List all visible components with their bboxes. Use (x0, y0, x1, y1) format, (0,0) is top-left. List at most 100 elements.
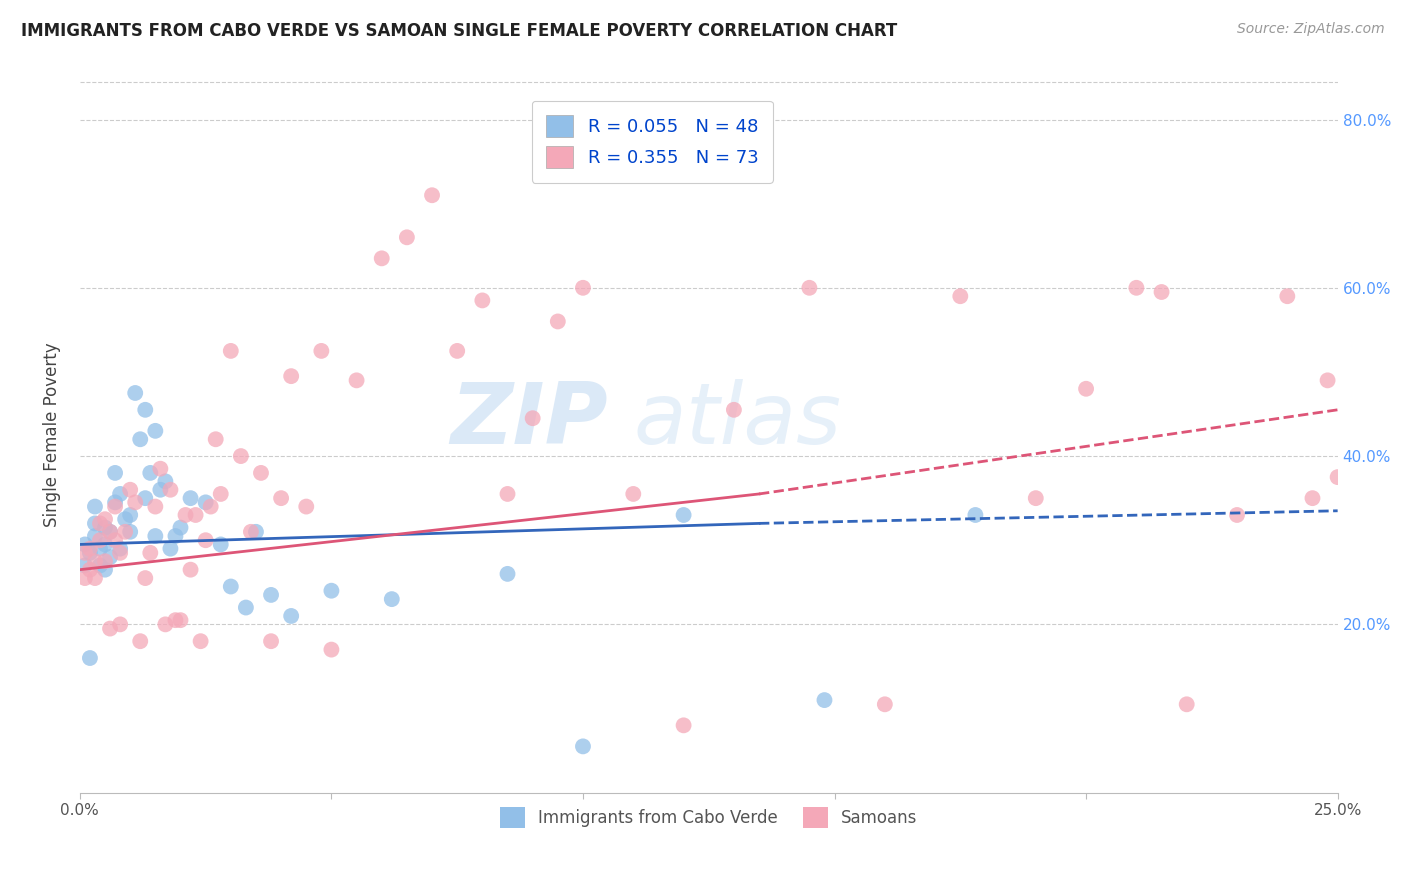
Point (84, 571, 107, 585)
Text: IMMIGRANTS FROM CABO VERDE VS SAMOAN SINGLE FEMALE POVERTY CORRELATION CHART: IMMIGRANTS FROM CABO VERDE VS SAMOAN SIN… (21, 22, 897, 40)
Point (321, 583, 343, 598)
Point (174, 508, 197, 522)
Point (200, 500, 222, 514)
Point (129, 634, 152, 648)
Point (98, 524, 121, 539)
Point (134, 491, 156, 505)
Point (129, 432, 152, 446)
Point (260, 634, 283, 648)
Point (159, 541, 181, 556)
Point (155, 617, 177, 632)
Text: ZIP: ZIP (450, 379, 609, 462)
Point (813, 693, 835, 707)
Point (169, 520, 191, 534)
Point (94, 537, 117, 551)
Point (219, 343, 242, 358)
Point (114, 524, 136, 539)
Point (94, 512, 117, 526)
Point (108, 541, 131, 556)
Point (1025, 491, 1047, 505)
Y-axis label: Single Female Poverty: Single Female Poverty (44, 343, 60, 527)
Point (120, 483, 142, 497)
Point (672, 508, 695, 522)
Point (114, 512, 136, 526)
Point (89, 558, 111, 573)
Point (84, 554, 107, 568)
Legend: Immigrants from Cabo Verde, Samoans: Immigrants from Cabo Verde, Samoans (494, 801, 924, 834)
Point (1074, 382, 1097, 396)
Point (108, 546, 131, 560)
Point (1337, 281, 1360, 295)
Point (371, 252, 394, 266)
Point (104, 500, 127, 514)
Point (311, 343, 333, 358)
Point (73, 571, 96, 585)
Point (134, 571, 156, 585)
Point (79, 546, 101, 560)
Point (120, 524, 142, 539)
Point (108, 487, 131, 501)
Point (873, 698, 896, 712)
Point (98, 622, 121, 636)
Point (104, 495, 127, 509)
Point (209, 537, 232, 551)
Point (98, 524, 121, 539)
Point (250, 466, 273, 480)
Point (73, 546, 96, 560)
Point (190, 634, 212, 648)
Point (1277, 289, 1299, 303)
Point (1226, 508, 1249, 522)
Point (239, 524, 262, 539)
Point (204, 432, 226, 446)
Point (143, 529, 166, 543)
Point (108, 617, 131, 632)
Point (446, 343, 468, 358)
Point (149, 461, 172, 475)
Point (89, 541, 111, 556)
Point (134, 402, 156, 417)
Point (94, 554, 117, 568)
Point (159, 483, 181, 497)
Point (139, 546, 162, 560)
Point (180, 563, 202, 577)
Point (143, 500, 166, 514)
Point (165, 613, 187, 627)
Point (139, 466, 162, 480)
Text: atlas: atlas (633, 379, 841, 462)
Point (219, 580, 242, 594)
Point (98, 550, 121, 565)
Point (235, 600, 257, 615)
Point (672, 718, 695, 732)
Point (180, 491, 202, 505)
Point (184, 508, 207, 522)
Point (346, 373, 368, 387)
Point (73, 558, 96, 573)
Point (155, 475, 177, 489)
Text: Source: ZipAtlas.com: Source: ZipAtlas.com (1237, 22, 1385, 37)
Point (124, 386, 146, 401)
Point (165, 529, 187, 543)
Point (270, 491, 292, 505)
Point (89, 516, 111, 531)
Point (321, 642, 343, 657)
Point (547, 314, 569, 328)
Point (280, 609, 302, 624)
Point (496, 566, 519, 581)
Point (1326, 470, 1348, 484)
Point (94, 563, 117, 577)
Point (124, 495, 146, 509)
Point (94, 520, 117, 534)
Point (84, 516, 107, 531)
Point (572, 739, 595, 754)
Point (1150, 285, 1173, 299)
Point (149, 483, 172, 497)
Point (104, 466, 127, 480)
Point (949, 289, 972, 303)
Point (522, 411, 544, 425)
Point (79, 651, 101, 665)
Point (420, 188, 443, 202)
Point (572, 281, 595, 295)
Point (1125, 281, 1147, 295)
Point (621, 487, 644, 501)
Point (84, 529, 107, 543)
